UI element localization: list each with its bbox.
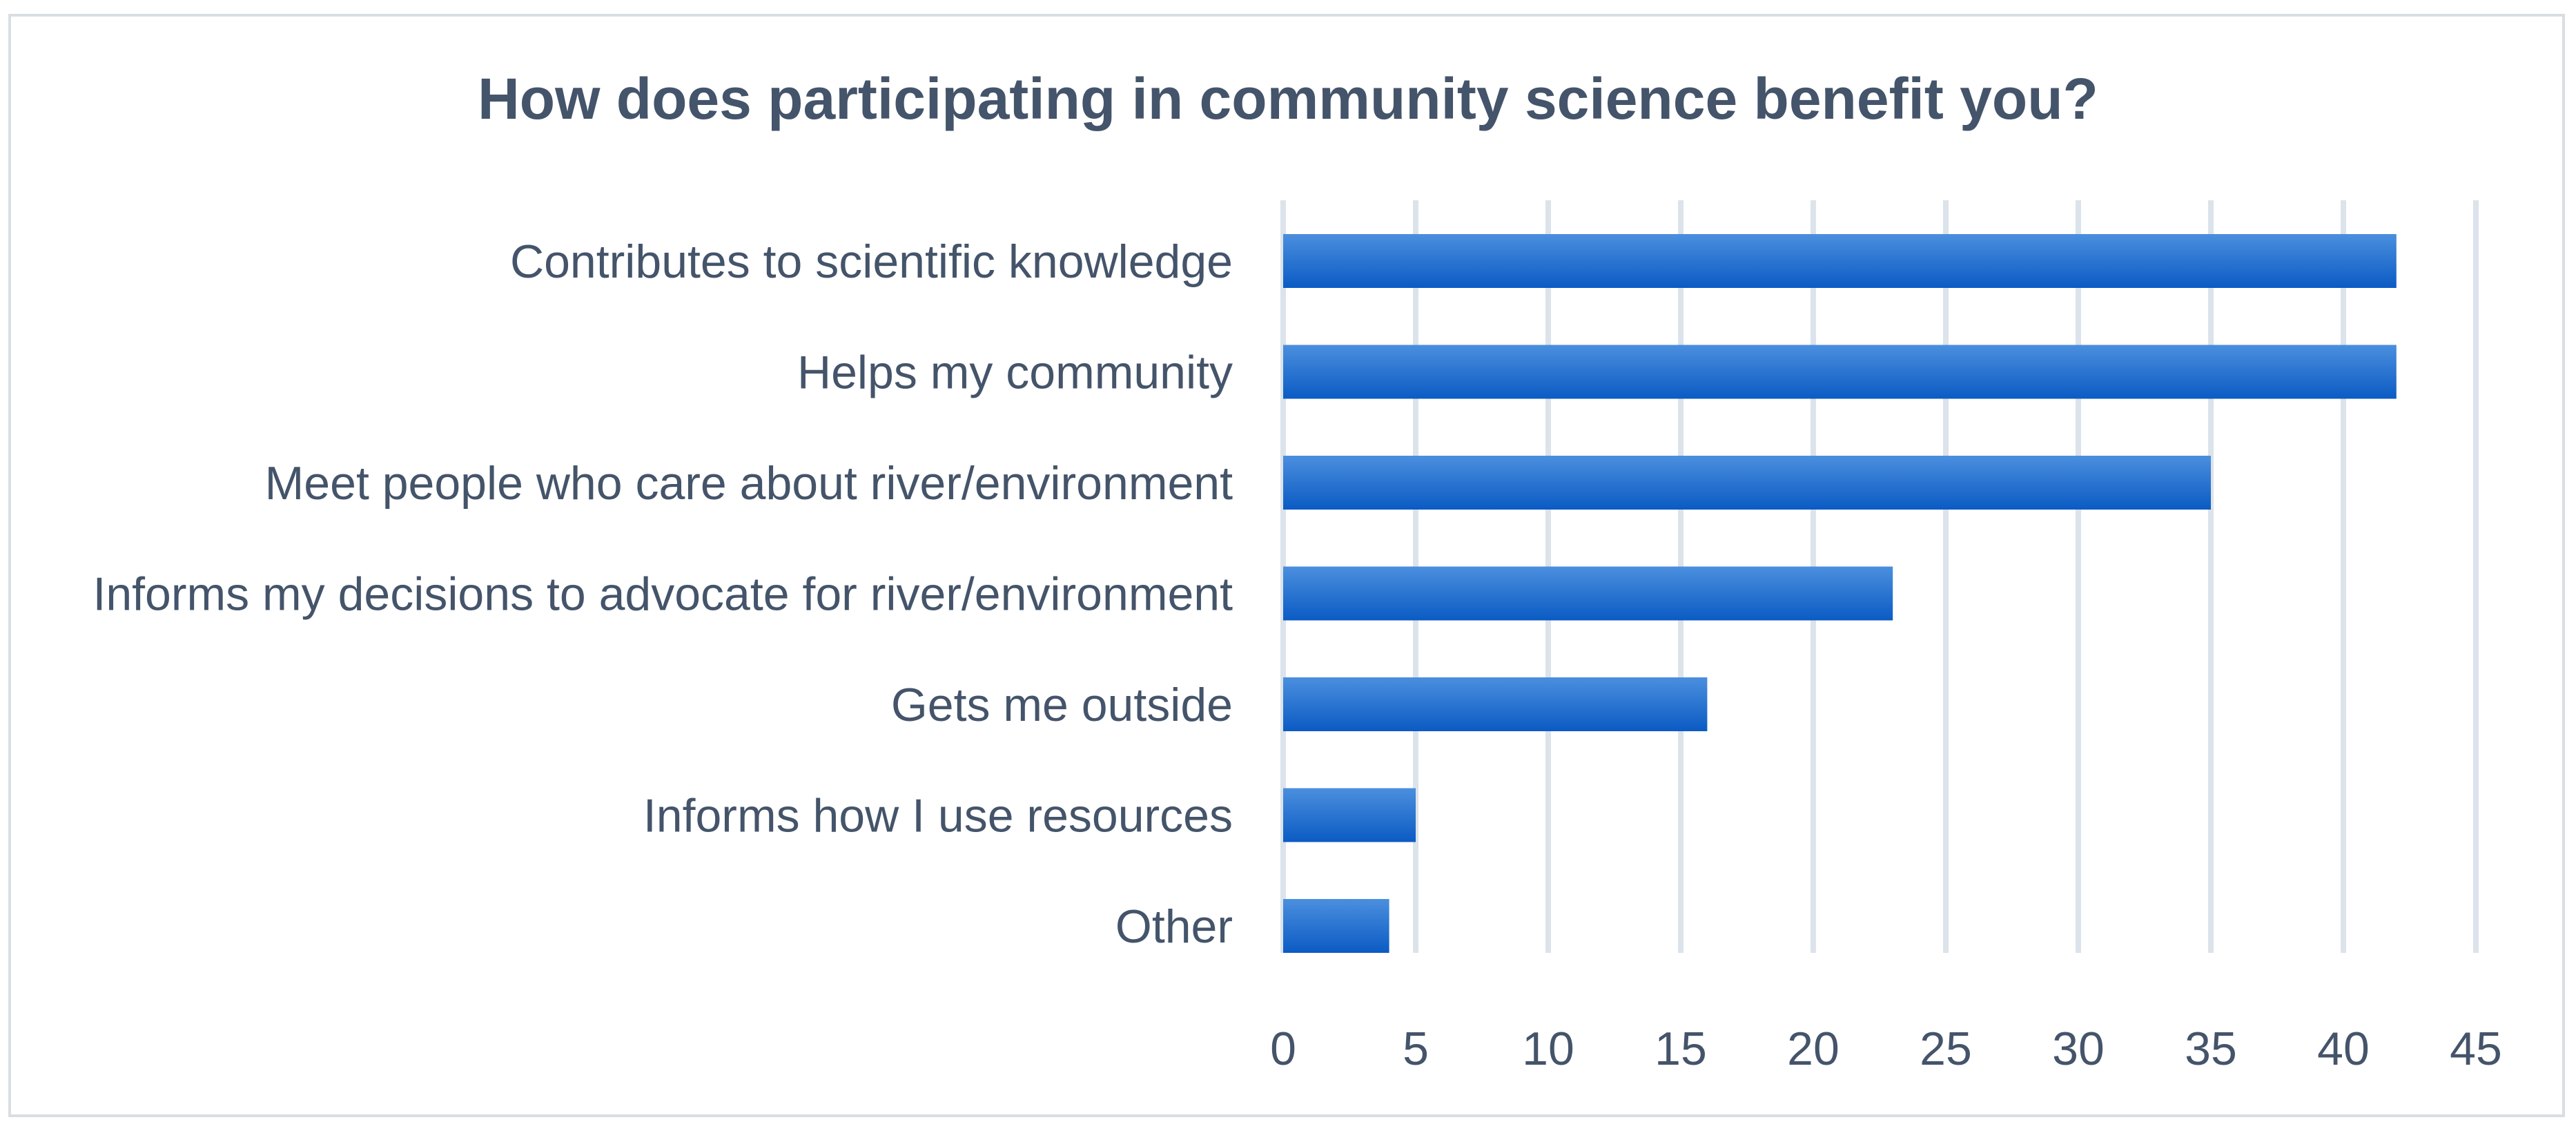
bar	[1283, 788, 1416, 842]
category-label: Other	[1115, 900, 1233, 953]
category-labels: Contributes to scientific knowledge Helps…	[92, 235, 1233, 953]
x-axis-tick-labels: 0 5 10 15 20 25 30 35 40 45	[1270, 1023, 2502, 1075]
x-tick-label: 25	[1920, 1023, 1972, 1075]
x-tick-label: 35	[2185, 1023, 2237, 1075]
x-tick-label: 45	[2450, 1023, 2502, 1075]
x-tick-label: 15	[1655, 1023, 1707, 1075]
bars	[1283, 234, 2397, 953]
category-label: Contributes to scientific knowledge	[510, 235, 1233, 288]
bar	[1283, 456, 2211, 510]
category-label: Helps my community	[797, 347, 1233, 399]
category-label: Informs my decisions to advocate for riv…	[92, 568, 1233, 621]
x-tick-label: 5	[1403, 1023, 1429, 1075]
x-tick-label: 40	[2317, 1023, 2370, 1075]
bar	[1283, 234, 2397, 288]
x-tick-label: 10	[1522, 1023, 1574, 1075]
category-label: Gets me outside	[891, 679, 1233, 731]
category-label: Informs how I use resources	[643, 790, 1233, 842]
chart-title: How does participating in community scie…	[478, 66, 2098, 131]
bar	[1283, 566, 1893, 621]
bar	[1283, 677, 1708, 731]
x-tick-label: 20	[1787, 1023, 1840, 1075]
x-tick-label: 0	[1270, 1023, 1296, 1075]
bar	[1283, 345, 2397, 399]
category-label: Meet people who care about river/environ…	[265, 457, 1233, 510]
x-tick-label: 30	[2052, 1023, 2105, 1075]
bar	[1283, 899, 1389, 953]
